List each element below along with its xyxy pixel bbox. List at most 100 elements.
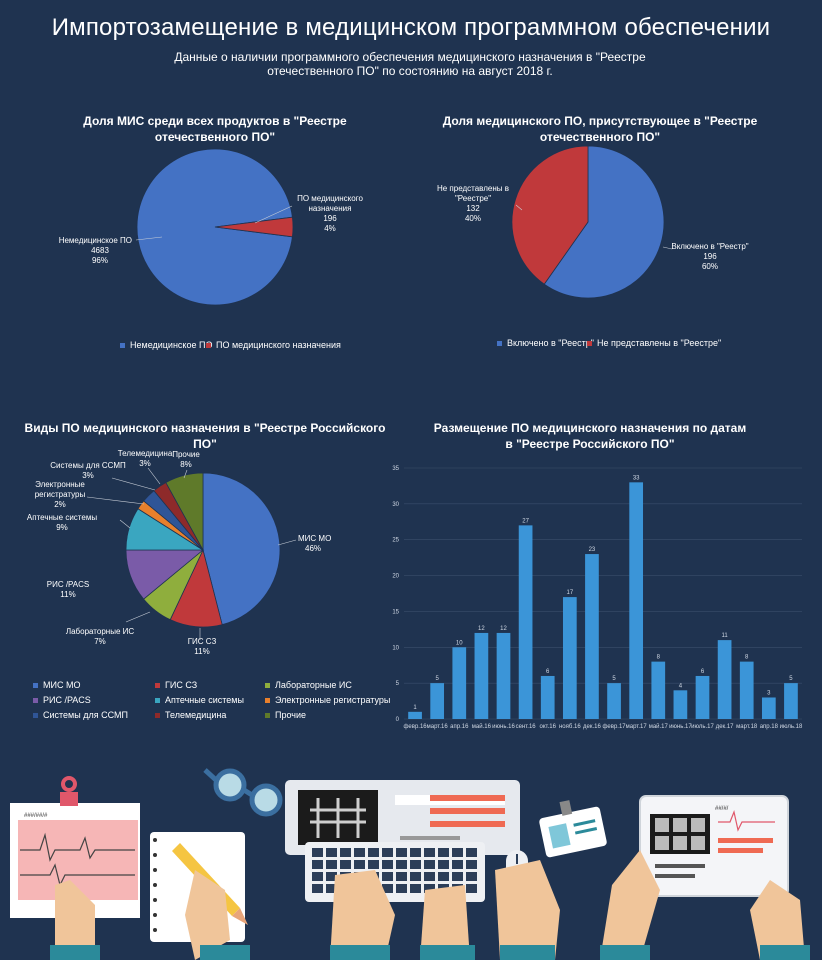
bar-value-label: 12: [478, 626, 485, 632]
pie2-label-b-name2: "Реестре": [455, 194, 491, 203]
keyboard-key: [312, 872, 323, 881]
legend-label: Лабораторные ИС: [275, 680, 352, 690]
bar-ytick-label: 5: [396, 681, 400, 687]
bar-4: [496, 632, 511, 719]
bar-value-label: 17: [566, 590, 573, 596]
keyboard-icon: [305, 842, 485, 960]
pie3-legend-item: Системы для ССМП: [33, 710, 128, 720]
bar-ytick-label: 0: [396, 717, 400, 723]
keyboard-key: [326, 848, 337, 857]
pie3-legend-item: РИС /PACS: [33, 695, 91, 705]
pie3-legend-item: Аптечные системы: [155, 695, 244, 705]
legend-label: Аптечные системы: [165, 695, 244, 705]
ecg-clipboard-icon: ###/##/#: [10, 776, 140, 960]
bar-category-label: апр.16: [450, 724, 469, 730]
pie1-label-a-value: 4683: [91, 246, 109, 255]
bar-category-label: июнь.16: [492, 724, 515, 730]
bar-category-label: июль.18: [780, 724, 803, 730]
bar-ytick-label: 25: [392, 538, 399, 544]
pie3-label-mis: МИС МО: [298, 534, 331, 543]
legend-swatch: [33, 698, 38, 704]
keyboard-key: [396, 860, 407, 869]
id-badge-icon: [539, 800, 607, 858]
notepad-icon: [150, 832, 250, 960]
legend-swatch: [155, 683, 160, 689]
keyboard-key: [382, 884, 393, 893]
keyboard-key: [424, 860, 435, 869]
legend-swatch: [206, 343, 211, 349]
bar-value-label: 23: [589, 547, 596, 553]
pie3-legend-item: Электронные регистратуры: [265, 695, 390, 705]
legend-swatch: [155, 698, 160, 704]
pie2-label-a-name: Включено в "Реестр": [671, 242, 748, 251]
legend-swatch: [33, 683, 38, 689]
keyboard-key: [312, 848, 323, 857]
bar-value-label: 8: [657, 655, 661, 661]
legend-swatch: [33, 713, 38, 719]
pie3-label-ssmp: Системы для ССМП: [50, 461, 126, 470]
keyboard-key: [326, 872, 337, 881]
pie3-label-tele: Телемедицина: [118, 449, 173, 458]
monitor-icon: [285, 780, 520, 885]
pie3-label-gis-pct: 11%: [194, 647, 209, 656]
pie1-slice-0: [136, 148, 293, 306]
pie3-label-lab-pct: 7%: [94, 637, 106, 646]
bar-value-label: 10: [456, 640, 463, 646]
keyboard-key: [354, 860, 365, 869]
bar-ytick-label: 30: [392, 502, 399, 508]
keyboard-key: [312, 860, 323, 869]
keyboard-key: [410, 884, 421, 893]
pie2-legend-b: Не представлены в "Реестре": [587, 338, 721, 348]
bar-category-label: дек.17: [716, 724, 734, 730]
bar-category-label: сент.16: [516, 724, 537, 730]
keyboard-key: [410, 848, 421, 857]
pie3-label-mis-pct: 46%: [305, 544, 321, 553]
pie3-slice-0: [202, 472, 281, 626]
bar-category-label: дек.16: [583, 724, 601, 730]
pie2-legend-a: Включено в "Реестр": [497, 338, 594, 348]
pie3-label-other: Прочие: [172, 450, 200, 459]
pie1-label-b-pct: 4%: [324, 224, 336, 233]
bar-value-label: 6: [701, 669, 705, 675]
pie1-label-a-pct: 96%: [92, 256, 108, 265]
keyboard-key: [340, 848, 351, 857]
legend-swatch: [120, 343, 125, 349]
bar-value-label: 3: [767, 690, 771, 696]
pie2-label-b-value: 132: [466, 204, 480, 213]
keyboard-key: [438, 848, 449, 857]
bar-7: [562, 597, 577, 719]
pie3-legend-item: ГИС СЗ: [155, 680, 197, 690]
bar-value-label: 6: [546, 669, 550, 675]
bar-category-label: февр.17: [602, 724, 626, 730]
bar-14: [717, 640, 732, 719]
legend-label: Электронные регистратуры: [275, 695, 391, 705]
bar-category-label: июль.17: [691, 724, 714, 730]
keyboard-key: [466, 848, 477, 857]
legend-swatch: [265, 683, 270, 689]
bar-category-label: окт.16: [539, 724, 556, 730]
pie3-label-tele-pct: 3%: [139, 459, 151, 468]
bar-ytick-label: 10: [392, 645, 399, 651]
keyboard-key: [466, 872, 477, 881]
legend-swatch: [155, 713, 160, 719]
legend-label: ГИС СЗ: [165, 680, 198, 690]
pie2-label-a-pct: 60%: [702, 262, 718, 271]
keyboard-key: [424, 884, 435, 893]
pie1-slice-1: [214, 216, 294, 238]
pie3-legend-item: МИС МО: [33, 680, 80, 690]
pie1-legend-b: ПО медицинского назначения: [206, 340, 341, 350]
legend-swatch: [265, 713, 270, 719]
pie3-label-apt-pct: 9%: [56, 523, 68, 532]
legend-swatch: [587, 341, 592, 347]
pie2-label-b-name1: Не представлены в: [437, 184, 509, 193]
bar-5: [518, 525, 533, 719]
pie3-label-ris: РИС /PACS: [47, 580, 90, 589]
bar-ytick-label: 20: [392, 574, 399, 580]
bar-value-label: 5: [789, 676, 793, 682]
keyboard-key: [382, 848, 393, 857]
pie3-legend-item: Телемедицина: [155, 710, 226, 720]
bar-3: [474, 632, 489, 719]
